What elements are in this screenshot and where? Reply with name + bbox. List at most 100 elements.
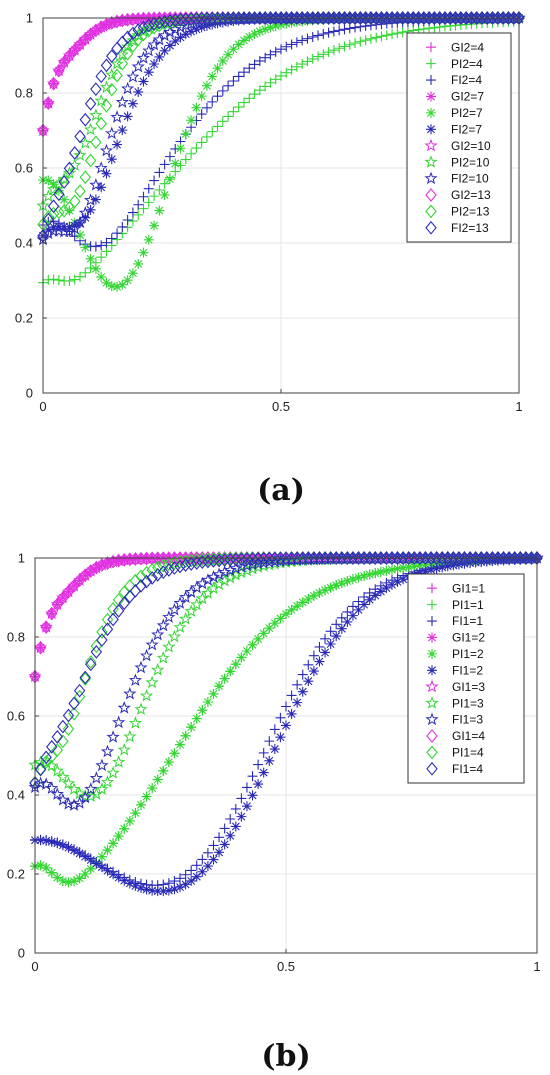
data-point	[375, 551, 387, 565]
data-point	[286, 39, 297, 50]
data-point	[121, 46, 134, 61]
data-point	[244, 31, 255, 42]
data-point	[179, 558, 192, 572]
data-point	[135, 553, 146, 564]
data-point	[274, 551, 287, 566]
legend-marker	[426, 75, 436, 86]
data-point	[106, 154, 117, 165]
data-point	[359, 570, 370, 581]
y-tick-label: 0	[18, 946, 25, 961]
data-point	[119, 875, 130, 886]
data-point	[269, 618, 280, 629]
data-point	[101, 246, 112, 257]
data-point	[449, 11, 462, 25]
data-point	[69, 274, 80, 285]
data-point	[170, 143, 181, 154]
data-point	[163, 563, 175, 577]
data-point	[134, 660, 148, 674]
data-point	[230, 803, 241, 814]
data-point	[247, 790, 258, 801]
data-point	[487, 556, 498, 567]
data-point	[280, 551, 292, 566]
data-point	[297, 35, 308, 46]
data-point	[50, 787, 64, 800]
data-point	[260, 81, 271, 92]
data-point	[447, 551, 460, 565]
data-point	[84, 96, 97, 111]
data-point	[180, 128, 191, 139]
data-point	[69, 876, 80, 887]
data-point	[260, 24, 271, 35]
data-point	[398, 562, 409, 573]
legend-label: PI2=10	[451, 155, 490, 169]
data-point	[228, 106, 239, 117]
data-point	[270, 74, 281, 85]
data-point	[74, 848, 85, 859]
x-tick-label: 0	[31, 959, 38, 974]
data-point	[80, 242, 91, 253]
data-point	[157, 558, 170, 573]
legend-marker	[426, 91, 436, 102]
data-point	[118, 596, 130, 611]
legend-label: GI2=7	[451, 90, 484, 104]
data-point	[113, 831, 124, 842]
data-point	[116, 13, 129, 28]
data-point	[376, 31, 387, 42]
data-point	[347, 574, 358, 585]
data-point	[442, 551, 454, 565]
data-point	[111, 68, 123, 83]
data-point	[241, 782, 252, 793]
x-tick-label: 1	[533, 959, 540, 974]
data-point	[151, 627, 165, 641]
data-point	[57, 840, 68, 851]
data-point	[230, 552, 242, 567]
data-point	[139, 688, 154, 702]
data-point	[254, 55, 265, 66]
data-point	[124, 554, 135, 565]
data-point	[191, 556, 203, 570]
data-point	[73, 689, 86, 704]
data-point	[119, 554, 130, 565]
data-point	[386, 579, 397, 590]
data-point	[258, 767, 269, 778]
data-point	[246, 551, 259, 566]
legend-label: GI2=13	[451, 188, 491, 202]
data-point	[45, 781, 59, 795]
data-point	[254, 11, 266, 25]
legend: GI2=4 PI2=4 FI2=4 GI2=7 PI2=7 FI2=7 GI2=10 PI2=…	[406, 32, 512, 243]
data-point	[110, 110, 124, 123]
legend-marker	[425, 204, 437, 219]
data-point	[96, 182, 107, 193]
data-point	[217, 11, 229, 26]
data-point	[381, 565, 392, 576]
data-point	[117, 701, 131, 714]
data-point	[85, 655, 97, 669]
data-point	[253, 633, 264, 644]
data-point	[397, 551, 409, 565]
data-point	[381, 582, 392, 593]
data-point	[63, 586, 74, 597]
data-point	[80, 868, 91, 879]
data-point	[96, 240, 107, 251]
panel-label: (b)	[261, 1039, 310, 1074]
x-tick-label: 0.5	[272, 399, 290, 414]
legend-label: FI2=4	[451, 73, 482, 87]
data-point	[180, 154, 191, 165]
data-point	[387, 29, 398, 40]
data-point	[397, 27, 408, 38]
data-point	[328, 45, 339, 56]
y-tick-label: 0.4	[15, 236, 33, 251]
data-point	[185, 553, 197, 568]
data-point	[53, 185, 64, 196]
data-point	[254, 14, 265, 25]
legend-box	[407, 573, 525, 784]
data-point	[486, 551, 499, 565]
data-point	[42, 212, 55, 227]
data-point	[190, 11, 203, 26]
data-point	[469, 551, 482, 565]
data-point	[89, 178, 103, 191]
data-point	[90, 560, 103, 575]
data-point	[514, 551, 526, 565]
data-point	[153, 15, 166, 30]
data-point	[214, 832, 225, 843]
